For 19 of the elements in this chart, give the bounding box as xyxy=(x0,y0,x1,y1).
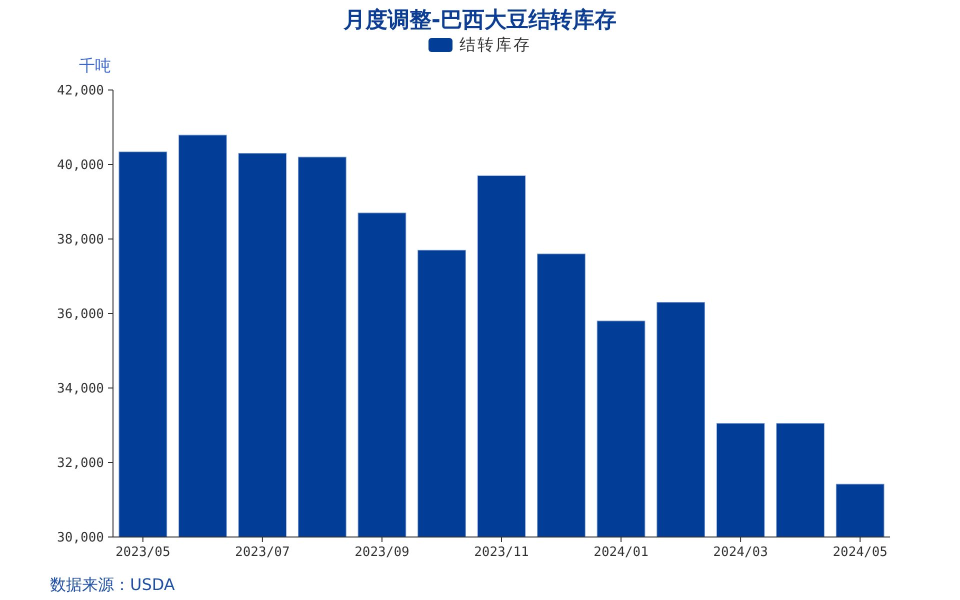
y-tick-label: 36,000 xyxy=(57,307,104,322)
legend-label: 结转库存 xyxy=(460,35,532,54)
legend: 结转库存 xyxy=(428,35,532,54)
x-tick-label: 2024/03 xyxy=(713,545,768,560)
y-tick-label: 42,000 xyxy=(57,84,104,98)
y-tick-label: 32,000 xyxy=(57,456,104,471)
x-tick-label: 2024/05 xyxy=(832,545,888,560)
y-tick-label: 40,000 xyxy=(57,158,104,173)
title: 月度调整-巴西大豆结转库存 xyxy=(343,8,617,33)
x-tick-label: 2024/01 xyxy=(594,545,648,560)
y-tick-label: 30,000 xyxy=(57,530,104,546)
x-tick-label: 2023/07 xyxy=(235,545,290,560)
y-tick-label: 38,000 xyxy=(57,232,104,248)
source-note: 数据来源：USDA xyxy=(50,575,175,594)
x-tick-label: 2023/05 xyxy=(115,545,170,560)
x-tick-label: 2023/09 xyxy=(354,545,410,560)
x-tick-label: 2023/11 xyxy=(474,545,529,560)
y-tick-label: 34,000 xyxy=(57,382,104,396)
y-axis-title: 千吨 xyxy=(79,56,111,75)
